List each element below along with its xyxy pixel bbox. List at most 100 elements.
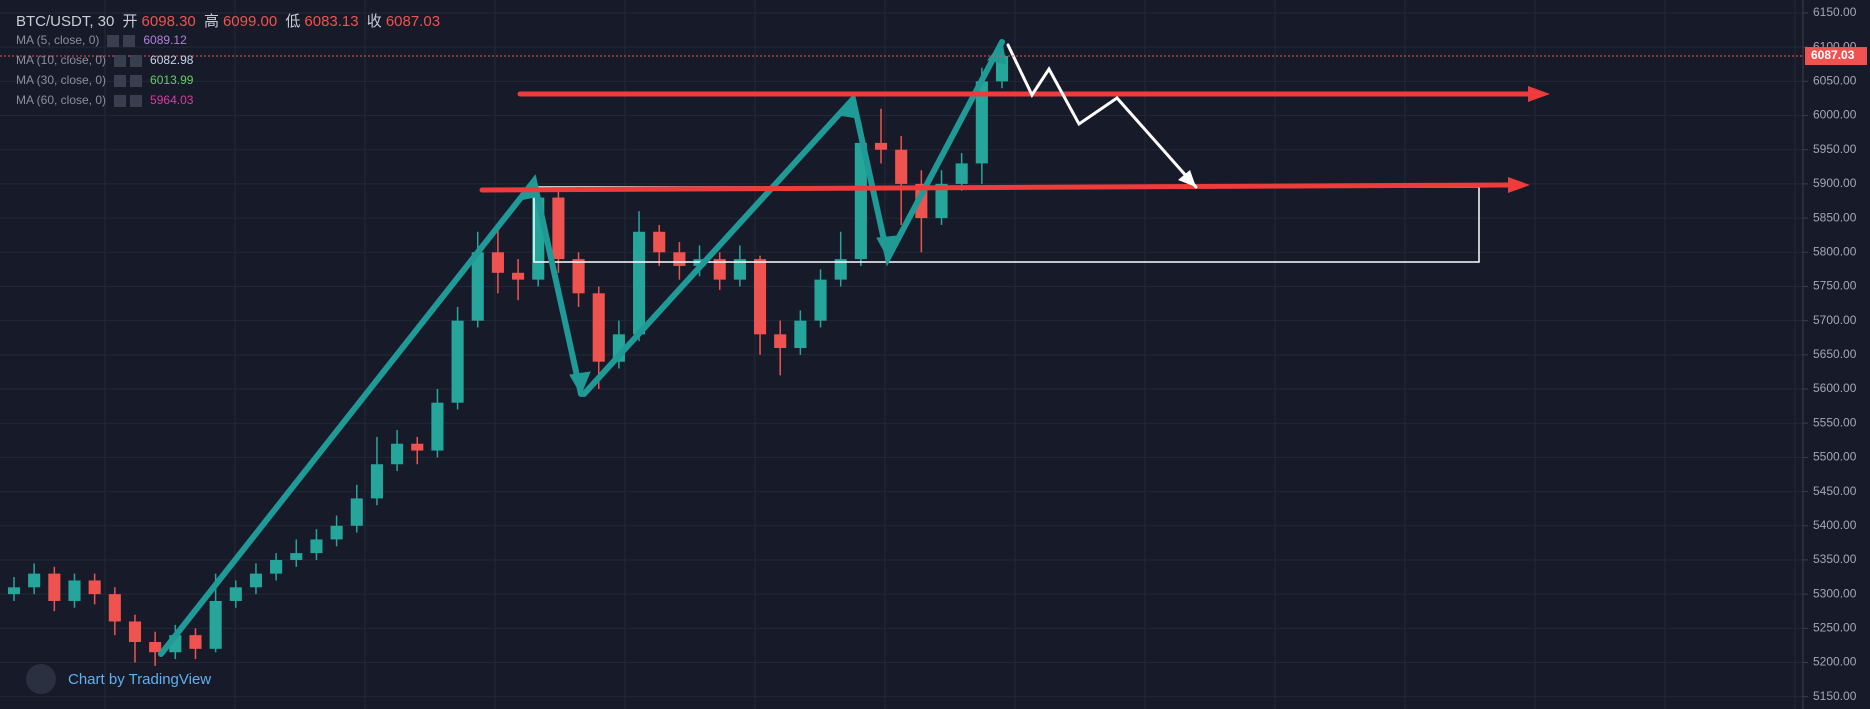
- low-label: 低: [285, 13, 301, 30]
- candle-body: [471, 252, 484, 321]
- candle-body: [975, 81, 988, 164]
- candle-body: [814, 279, 827, 321]
- y-tick-label: 5550.00: [1813, 415, 1857, 429]
- candle-body: [68, 580, 81, 601]
- low-value: 6083.13: [304, 13, 359, 30]
- indicator-value: 6013.99: [150, 73, 194, 87]
- candle-body: [290, 553, 303, 560]
- candle-body: [330, 525, 343, 540]
- y-tick-label: 6000.00: [1813, 108, 1857, 122]
- candle-body: [633, 231, 646, 335]
- candle-body: [310, 539, 323, 554]
- candle-body: [572, 259, 585, 294]
- price-axis: 5150.00 5200.00 5250.00 5300.00 5350.00 5400.…: [0, 5, 1867, 703]
- candle-body: [895, 149, 908, 184]
- y-tick-label: 5500.00: [1813, 450, 1857, 464]
- candle-body: [854, 142, 867, 260]
- candle-body: [451, 320, 464, 403]
- candle-body: [7, 587, 21, 595]
- candle-body: [391, 443, 404, 465]
- candles: [7, 40, 1009, 666]
- candle-body: [209, 600, 222, 649]
- candle-body: [512, 272, 525, 280]
- indicator-icon: [114, 74, 127, 87]
- y-tick-label: 6150.00: [1813, 5, 1857, 19]
- indicator-value: 5964.03: [150, 93, 194, 107]
- watermark: Chart by TradingView: [26, 664, 211, 694]
- open-label: 开: [122, 13, 138, 30]
- logo: [26, 664, 56, 694]
- y-tick-label: 5850.00: [1813, 210, 1857, 224]
- indicator-icon: [107, 34, 120, 47]
- teal-arrow: [581, 39, 1005, 397]
- indicator-row: MA (30, close, 0) 6013.99: [16, 73, 193, 87]
- candle-body: [653, 231, 666, 253]
- candle-body: [350, 498, 363, 526]
- y-tick-label: 6050.00: [1813, 74, 1857, 88]
- y-tick-label: 5250.00: [1813, 620, 1857, 634]
- candle-body: [229, 587, 242, 601]
- arrowhead: [1178, 170, 1196, 187]
- indicator-icon: [114, 94, 127, 107]
- arrowhead: [987, 40, 1007, 65]
- y-tick-label: 5650.00: [1813, 347, 1857, 361]
- candle-body: [249, 573, 263, 588]
- indicator-name: MA (10, close, 0): [16, 53, 107, 67]
- candle-body: [753, 259, 767, 335]
- candle-body: [592, 293, 605, 362]
- candle-body: [411, 443, 424, 451]
- indicator-icon: [130, 74, 143, 87]
- indicator-name: MA (30, close, 0): [16, 73, 107, 87]
- candle-body: [28, 573, 41, 588]
- close-label: 收: [366, 13, 382, 30]
- y-tick-label: 5800.00: [1813, 244, 1857, 258]
- candle-body: [491, 252, 504, 273]
- indicator-icon: [130, 54, 143, 67]
- candle-body: [935, 183, 948, 219]
- candle-body: [189, 635, 202, 649]
- y-tick-label: 5900.00: [1813, 176, 1857, 190]
- last-price-tag: [1805, 47, 1867, 66]
- candle-body: [88, 580, 101, 595]
- last-price-label: 6087.03: [1811, 48, 1855, 62]
- candle-body: [733, 259, 746, 280]
- indicator-name: MA (60, close, 0): [16, 93, 107, 107]
- watermark-text: Chart by TradingView: [68, 670, 212, 688]
- candle-body: [955, 163, 968, 184]
- arrowhead: [836, 97, 859, 119]
- open-value: 6098.30: [141, 13, 196, 30]
- indicator-icon: [130, 94, 143, 107]
- annotations: [158, 39, 1550, 657]
- candle-body: [552, 197, 565, 260]
- white-path: [1006, 43, 1198, 189]
- indicator-icon: [114, 54, 127, 67]
- candle-body: [108, 594, 121, 622]
- indicator-icon: [123, 34, 136, 47]
- arrowhead: [1508, 177, 1530, 193]
- candle-body: [270, 559, 283, 574]
- y-tick-label: 5700.00: [1813, 313, 1857, 327]
- candle-body: [431, 402, 444, 451]
- symbol: BTC/USDT, 30: [16, 13, 115, 30]
- arrowhead: [876, 235, 898, 260]
- high-label: 高: [203, 13, 219, 30]
- y-tick-label: 5350.00: [1813, 552, 1857, 566]
- range-box: [533, 186, 1480, 263]
- indicator-value: 6089.12: [143, 33, 187, 47]
- candle-body: [834, 259, 847, 280]
- y-tick-label: 5150.00: [1813, 689, 1857, 703]
- y-tick-label: 5950.00: [1813, 142, 1857, 156]
- candle-body: [128, 621, 142, 642]
- red-arrow: [479, 182, 1513, 193]
- candle-body: [713, 259, 726, 280]
- y-tick-label: 5300.00: [1813, 586, 1857, 600]
- y-tick-label: 5600.00: [1813, 381, 1857, 395]
- indicator-value: 6082.98: [150, 53, 194, 67]
- y-tick-label: 5750.00: [1813, 279, 1857, 293]
- arrowhead: [569, 371, 591, 396]
- y-tick-label: 5200.00: [1813, 655, 1857, 669]
- candle-body: [673, 252, 686, 266]
- header: BTC/USDT, 30 开 6098.30 高 6099.00 低 6083.13 …: [16, 10, 444, 31]
